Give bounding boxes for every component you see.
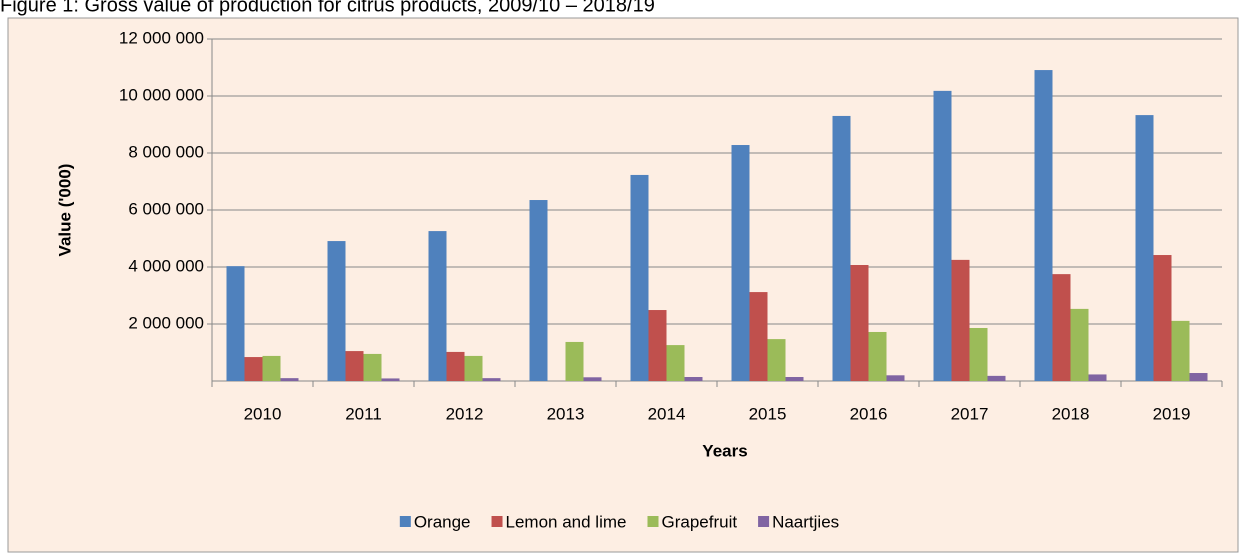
x-tick-label: 2016 [850, 404, 888, 423]
legend-label: Orange [414, 512, 471, 531]
bar [363, 353, 382, 381]
bar [1034, 70, 1053, 381]
bar [1088, 374, 1107, 381]
bar [785, 377, 804, 381]
bar [565, 341, 584, 381]
bar [731, 145, 750, 381]
legend-label: Grapefruit [661, 512, 737, 531]
bar [262, 355, 281, 381]
x-tick-label: 2018 [1052, 404, 1090, 423]
bar [1171, 320, 1190, 381]
x-tick-label: 2015 [749, 404, 787, 423]
bar [749, 292, 768, 381]
bar [832, 115, 851, 381]
y-tick-label: 12 000 000 [119, 28, 204, 47]
bar [648, 310, 667, 381]
x-tick-label: 2010 [244, 404, 282, 423]
bar [630, 174, 649, 381]
bar [1135, 115, 1154, 381]
legend-swatch [647, 516, 659, 527]
bar [280, 378, 299, 381]
bar [327, 241, 346, 381]
y-axis-title: Value ('000) [55, 164, 74, 257]
y-tick-label: 6 000 000 [128, 199, 204, 218]
bar [684, 377, 703, 381]
x-tick-label: 2011 [345, 404, 382, 423]
bar [482, 378, 501, 381]
legend-swatch [399, 516, 411, 527]
legend-label: Naartjies [772, 512, 839, 531]
bar [1189, 373, 1208, 381]
y-tick-label: 8 000 000 [128, 142, 204, 161]
bar [428, 231, 447, 381]
x-tick-label: 2013 [547, 404, 585, 423]
bar [666, 345, 685, 381]
x-tick-label: 2012 [446, 404, 484, 423]
bar [1070, 308, 1089, 381]
bar [583, 377, 602, 381]
bar [886, 375, 905, 381]
y-tick-label: 4 000 000 [128, 256, 204, 275]
bar [1153, 255, 1172, 381]
chart-title: Figure 1: Gross value of production for … [0, 0, 655, 16]
x-tick-label: 2017 [951, 404, 989, 423]
y-tick-label: 10 000 000 [119, 85, 204, 104]
x-tick-label: 2019 [1153, 404, 1191, 423]
bar [345, 351, 364, 381]
bar [446, 351, 465, 381]
bar [244, 357, 263, 381]
bar [850, 265, 869, 381]
bar [767, 339, 786, 381]
bar [464, 355, 483, 381]
bar [529, 200, 548, 381]
bar [868, 331, 887, 381]
bar [381, 378, 400, 381]
bar [1052, 274, 1071, 381]
legend-label: Lemon and lime [506, 512, 627, 531]
bar [969, 327, 988, 381]
x-axis-title: Years [702, 441, 747, 460]
y-tick-label: 2 000 000 [128, 313, 204, 332]
legend-swatch [758, 516, 770, 527]
legend-swatch [491, 516, 503, 527]
bar [951, 259, 970, 381]
x-tick-label: 2014 [648, 404, 686, 423]
bar [987, 375, 1006, 381]
bar [933, 90, 952, 382]
bar [226, 266, 245, 381]
chart-frame [7, 17, 1239, 553]
